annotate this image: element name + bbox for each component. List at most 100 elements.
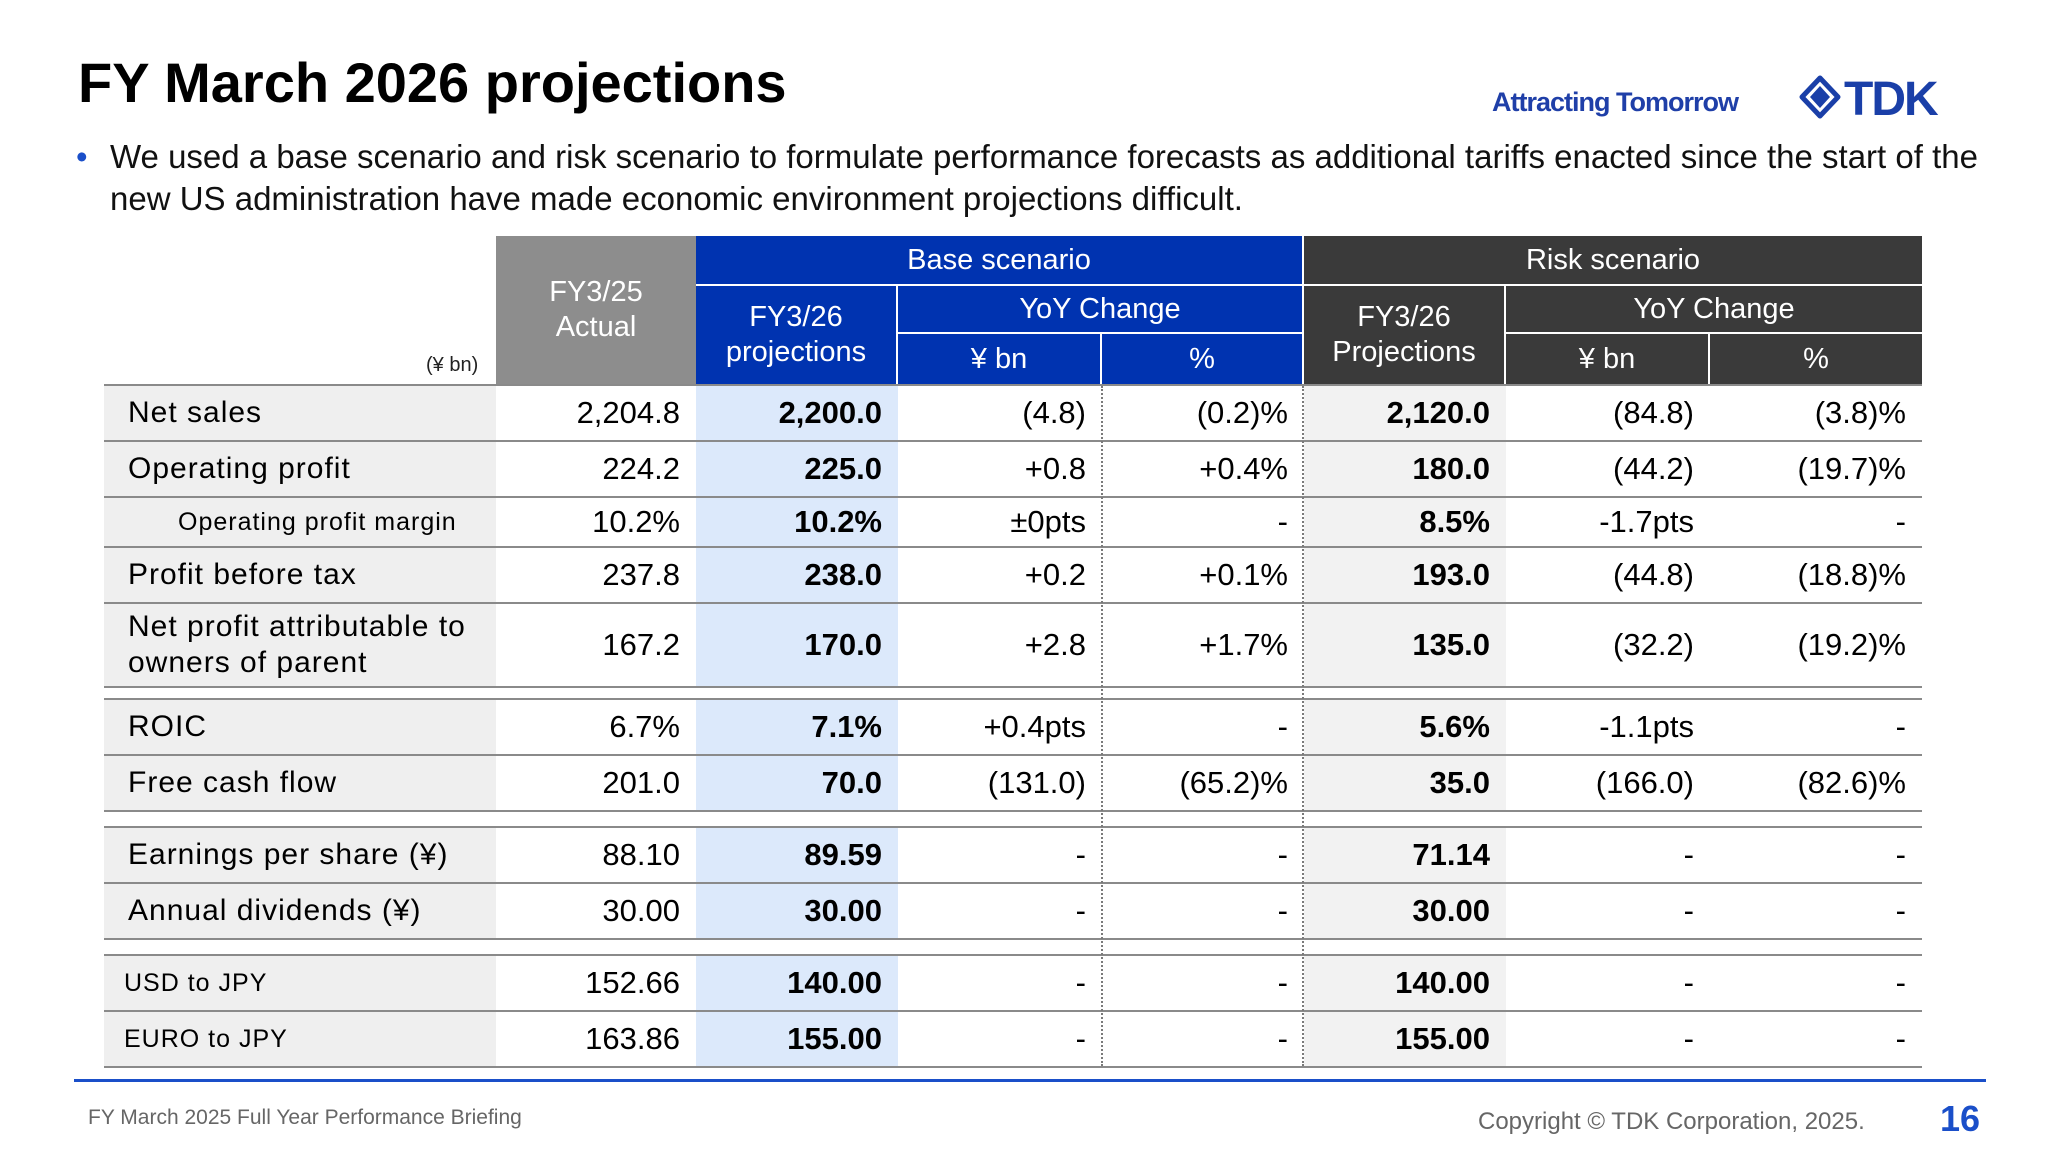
- cell-risk-yoy-pct: (82.6)%: [1797, 765, 1906, 800]
- cell-fy25-actual: 224.2: [602, 451, 680, 486]
- cell-base-yoy-bn: +0.8: [1024, 451, 1086, 486]
- header-fy25-actual-line2: Actual: [555, 311, 637, 343]
- cell-risk-projection: 135.0: [1304, 604, 1506, 686]
- bullet-dot: •: [76, 138, 88, 175]
- cell-risk-projection: 140.00: [1304, 956, 1506, 1010]
- cell-base-yoy-pct: +0.1%: [1199, 557, 1288, 592]
- cell-risk-yoy-bn: -: [1683, 1021, 1694, 1056]
- row-divider: [104, 954, 1922, 956]
- cell-risk-yoy-bn: -: [1683, 837, 1694, 872]
- cell-base-projection: 89.59: [696, 828, 898, 882]
- footer-briefing-title: FY March 2025 Full Year Performance Brie…: [88, 1106, 522, 1129]
- row-label: USD to JPY: [104, 956, 496, 1010]
- row-label: EURO to JPY: [104, 1012, 496, 1066]
- header-fy25-actual-line1: FY3/25: [549, 276, 643, 308]
- cell-risk-yoy-bn: (32.2): [1613, 627, 1694, 662]
- cell-base-yoy-bn: (131.0): [987, 765, 1086, 800]
- row-divider: [104, 698, 1922, 700]
- cell-base-projection: 7.1%: [696, 700, 898, 754]
- cell-base-yoy-bn: -: [1075, 837, 1086, 872]
- header-base-yoy: YoY Change: [898, 286, 1302, 332]
- row-label: Net profit attributable to owners of par…: [104, 604, 496, 686]
- footer-copyright: Copyright © TDK Corporation, 2025.: [1478, 1108, 1865, 1135]
- cell-base-yoy-pct: -: [1277, 709, 1288, 744]
- cell-risk-yoy-pct: -: [1895, 965, 1906, 1000]
- row-label: Free cash flow: [104, 756, 496, 810]
- row-label: Net sales: [104, 386, 496, 440]
- row-divider: [104, 938, 1922, 940]
- tdk-logo: TDK: [1799, 74, 1941, 120]
- footer-divider: [74, 1079, 1986, 1082]
- cell-fy25-actual: 152.66: [585, 965, 680, 1000]
- cell-fy25-actual: 163.86: [585, 1021, 680, 1056]
- cell-base-projection: 155.00: [696, 1012, 898, 1066]
- header-base-scenario: Base scenario: [696, 236, 1302, 284]
- cell-risk-yoy-bn: -1.7pts: [1599, 504, 1694, 539]
- row-label: ROIC: [104, 700, 496, 754]
- cell-base-yoy-bn: +0.4pts: [983, 709, 1086, 744]
- cell-risk-yoy-bn: (44.8): [1613, 557, 1694, 592]
- description-bullet: • We used a base scenario and risk scena…: [76, 136, 1996, 220]
- cell-base-yoy-bn: -: [1075, 893, 1086, 928]
- cell-fy25-actual: 2,204.8: [576, 395, 680, 430]
- header-risk-yen-bn: ¥ bn: [1506, 334, 1708, 384]
- header-risk-projections-line2: Projections: [1332, 336, 1476, 368]
- cell-base-yoy-bn: +0.2: [1024, 557, 1086, 592]
- cell-base-yoy-bn: -: [1075, 1021, 1086, 1056]
- header-risk-projections: FY3/26 Projections: [1304, 286, 1504, 384]
- row-divider: [104, 686, 1922, 688]
- row-divider: [104, 826, 1922, 828]
- cell-base-projection: 170.0: [696, 604, 898, 686]
- cell-risk-yoy-pct: -: [1895, 504, 1906, 539]
- cell-base-projection: 10.2%: [696, 498, 898, 546]
- cell-base-yoy-pct: +1.7%: [1199, 627, 1288, 662]
- cell-fy25-actual: 167.2: [602, 627, 680, 662]
- row-divider: [104, 602, 1922, 604]
- cell-risk-yoy-pct: -: [1895, 1021, 1906, 1056]
- row-divider: [104, 384, 1922, 386]
- row-divider: [104, 440, 1922, 442]
- row-divider: [104, 754, 1922, 756]
- header-risk-scenario: Risk scenario: [1304, 236, 1922, 284]
- cell-risk-projection: 193.0: [1304, 548, 1506, 602]
- cell-fy25-actual: 88.10: [602, 837, 680, 872]
- row-label: Operating profit: [104, 442, 496, 496]
- cell-base-projection: 238.0: [696, 548, 898, 602]
- header-risk-pct: %: [1710, 334, 1922, 384]
- header-risk-projections-line1: FY3/26: [1357, 301, 1451, 333]
- cell-base-yoy-pct: -: [1277, 837, 1288, 872]
- cell-base-yoy-bn: ±0pts: [1010, 504, 1086, 539]
- cell-base-yoy-pct: +0.4%: [1199, 451, 1288, 486]
- header-risk-yoy: YoY Change: [1506, 286, 1922, 332]
- cell-base-yoy-pct: -: [1277, 504, 1288, 539]
- cell-base-yoy-pct: -: [1277, 965, 1288, 1000]
- row-divider: [104, 546, 1922, 548]
- cell-risk-projection: 35.0: [1304, 756, 1506, 810]
- cell-base-projection: 140.00: [696, 956, 898, 1010]
- cell-base-yoy-bn: -: [1075, 965, 1086, 1000]
- cell-risk-projection: 180.0: [1304, 442, 1506, 496]
- cell-risk-yoy-bn: -: [1683, 893, 1694, 928]
- cell-risk-yoy-pct: (18.8)%: [1797, 557, 1906, 592]
- cell-fy25-actual: 10.2%: [592, 504, 680, 539]
- cell-base-yoy-pct: -: [1277, 893, 1288, 928]
- header-base-projections-line2: projections: [725, 336, 867, 368]
- cell-base-yoy-pct: -: [1277, 1021, 1288, 1056]
- cell-base-yoy-bn: +2.8: [1024, 627, 1086, 662]
- row-label: Operating profit margin: [104, 498, 496, 546]
- cell-risk-projection: 71.14: [1304, 828, 1506, 882]
- cell-risk-yoy-bn: -: [1683, 965, 1694, 1000]
- cell-risk-yoy-pct: (19.7)%: [1797, 451, 1906, 486]
- projections-table: FY3/25 Actual Base scenario Risk scenario FY…: [104, 236, 1922, 1082]
- cell-risk-yoy-pct: -: [1895, 709, 1906, 744]
- cell-risk-yoy-bn: (166.0): [1595, 765, 1694, 800]
- tagline: Attracting Tomorrow: [1492, 87, 1739, 117]
- row-divider: [104, 1066, 1922, 1068]
- cell-base-projection: 2,200.0: [696, 386, 898, 440]
- row-divider: [104, 882, 1922, 884]
- page-number: 16: [1940, 1098, 1981, 1139]
- cell-base-projection: 30.00: [696, 884, 898, 938]
- cell-base-yoy-bn: (4.8): [1022, 395, 1086, 430]
- cell-base-yoy-pct: (0.2)%: [1196, 395, 1288, 430]
- cell-risk-yoy-bn: (44.2): [1613, 451, 1694, 486]
